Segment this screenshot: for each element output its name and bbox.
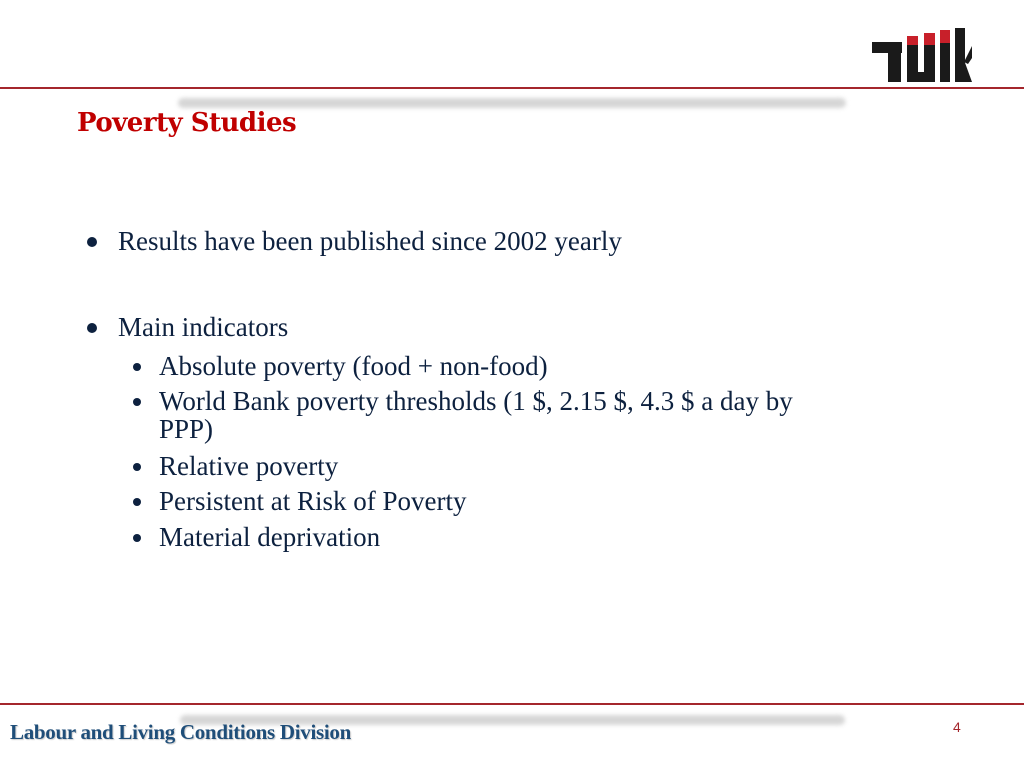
- sub-bullet-item: Material deprivation: [133, 522, 381, 552]
- sub-bullet-text: World Bank poverty thresholds (1 $, 2.15…: [159, 386, 793, 416]
- header-shadow-bar: [178, 98, 846, 108]
- bullet-icon: [87, 237, 97, 247]
- sub-bullet-icon: [133, 498, 141, 506]
- bullet-item: Results have been published since 2002 y…: [87, 226, 622, 257]
- sub-bullet-text: Persistent at Risk of Poverty: [159, 486, 467, 516]
- sub-bullet-icon: [133, 363, 141, 371]
- sub-bullet-item: Relative poverty: [133, 451, 339, 481]
- footer-division-name: Labour and Living Conditions Division: [10, 720, 351, 744]
- sub-bullet-icon: [133, 463, 141, 471]
- sub-bullet-item: World Bank poverty thresholds (1 $, 2.15…: [133, 386, 793, 416]
- footer-shadow-bar: [180, 715, 845, 725]
- slide-title: Poverty Studies: [77, 108, 297, 138]
- sub-bullet-continuation: PPP): [159, 415, 213, 443]
- sub-bullet-text: Material deprivation: [159, 522, 381, 552]
- sub-bullet-item: Persistent at Risk of Poverty: [133, 486, 467, 516]
- sub-bullet-text: Absolute poverty (food + non-food): [159, 351, 548, 381]
- sub-bullet-text: Relative poverty: [159, 451, 339, 481]
- footer-divider: [0, 703, 1024, 705]
- tuik-logo-icon: [872, 28, 972, 82]
- page-number: 4: [953, 719, 961, 735]
- sub-bullet-text: PPP): [159, 414, 214, 444]
- bullet-text: Main indicators: [118, 312, 289, 342]
- bullet-text: Results have been published since 2002 y…: [118, 226, 622, 256]
- bullet-item: Main indicators: [87, 312, 289, 343]
- header-divider: [0, 87, 1024, 89]
- sub-bullet-item: Absolute poverty (food + non-food): [133, 351, 548, 381]
- sub-bullet-icon: [133, 534, 141, 542]
- sub-bullet-icon: [133, 398, 141, 406]
- bullet-icon: [87, 323, 97, 333]
